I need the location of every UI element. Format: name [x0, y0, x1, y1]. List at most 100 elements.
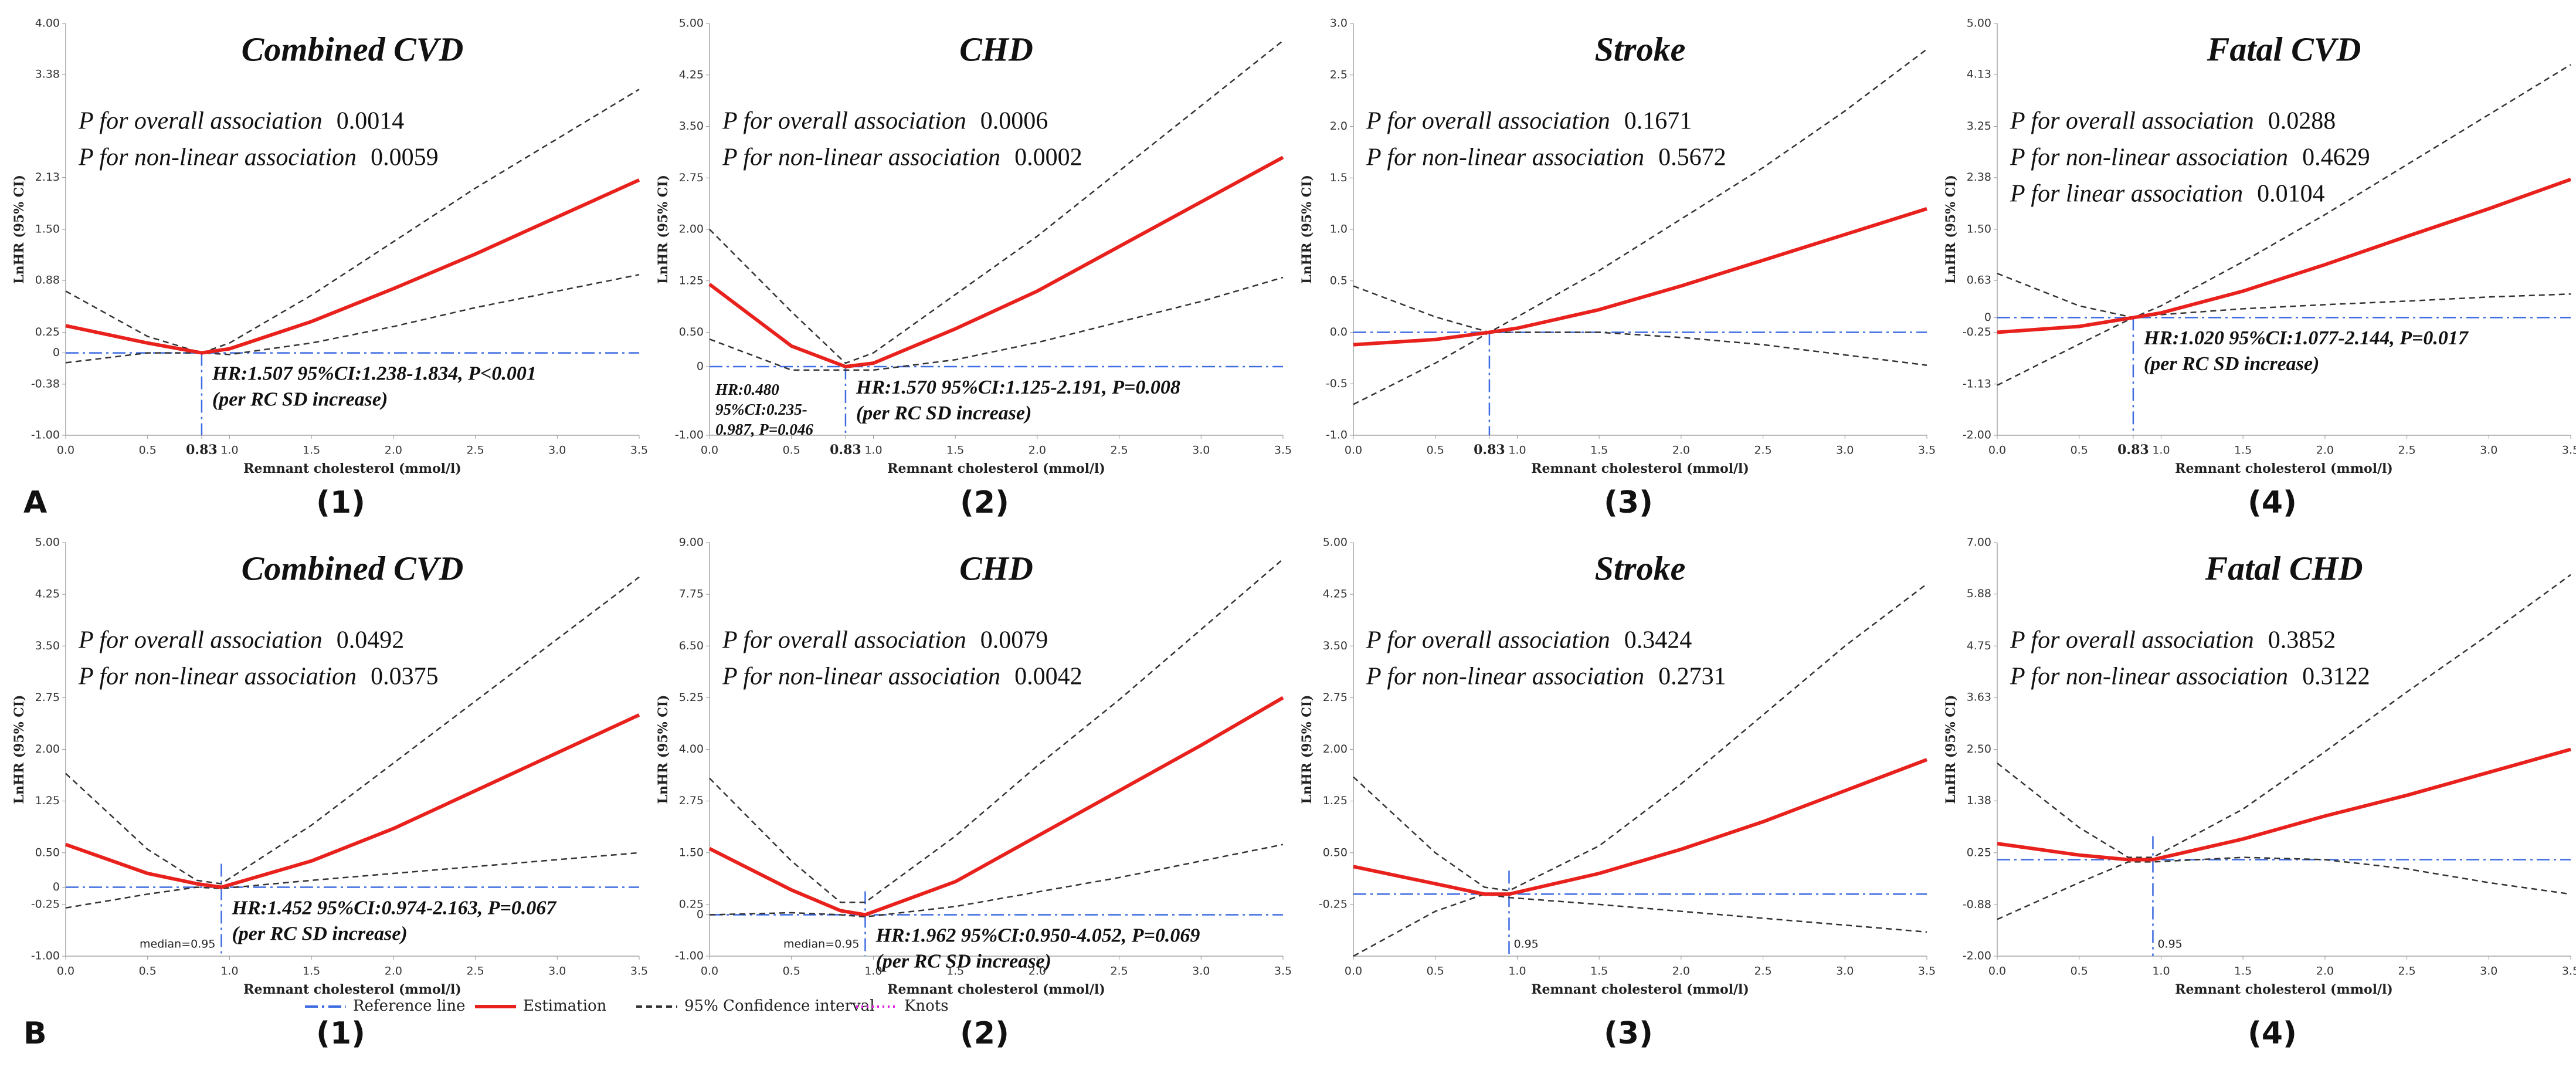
panel-label: (1): [316, 1016, 365, 1051]
y-tick-label: 0.25: [35, 326, 60, 338]
x-tick-label: 3.0: [2480, 965, 2497, 978]
y-tick-label: 0: [53, 880, 60, 893]
x-tick-label: 3.0: [2480, 444, 2497, 457]
y-tick-label: 4.25: [35, 588, 60, 601]
y-tick-label: 4.75: [1967, 639, 1991, 652]
x-tick-label: 0.5: [783, 444, 800, 457]
x-tick-label: 1.5: [946, 444, 964, 457]
stat-value: 0.4629: [2302, 144, 2370, 171]
estimation-line: [1997, 177, 2572, 334]
estimation-line: [65, 178, 640, 355]
stat-label: P for overall association: [2010, 627, 2254, 654]
x-tick-label: 0.5: [1427, 444, 1444, 457]
y-tick-label: 5.00: [1323, 536, 1348, 549]
y-tick-label: 3.50: [679, 120, 704, 133]
stat-label: P for overall association: [78, 108, 323, 135]
x-tick-label: 1.0: [220, 444, 238, 457]
stat-value: 0.0059: [371, 144, 439, 171]
x-tick-label: 3.5: [1918, 444, 1936, 457]
x-tick-label: 1.5: [1590, 965, 1608, 978]
y-tick-label: 1.50: [1967, 223, 1991, 236]
y-tick-label: 5.00: [35, 536, 60, 549]
stat-value: 0.1671: [1624, 108, 1692, 135]
hr-annotation: 95%CI:0.235-: [715, 401, 807, 418]
y-tick-label: 2.75: [1323, 691, 1348, 704]
y-tick-label: 4.13: [1967, 68, 1991, 81]
x-tick-label: 0.0: [57, 965, 74, 978]
estimation-line: [708, 696, 1284, 917]
ci-line: [1353, 285, 1927, 366]
x-axis-label: Remnant cholesterol (mmol/l): [887, 982, 1105, 997]
ci-line: [1353, 48, 1927, 405]
y-tick-label: 0.25: [1967, 846, 1991, 859]
x-tick-label: 2.5: [466, 444, 484, 457]
hr-annotation: (per RC SD increase): [212, 388, 388, 410]
x-axis-label: Remnant cholesterol (mmol/l): [887, 461, 1105, 476]
y-tick-label: 2.5: [1330, 68, 1348, 81]
y-tick-label: 0.63: [1967, 274, 1991, 287]
estimation-line: [1353, 758, 1928, 896]
y-tick-label: 2.75: [679, 171, 704, 184]
ci-line: [65, 89, 640, 354]
x-tick-label: 2.0: [385, 444, 402, 457]
y-tick-label: 4.25: [679, 68, 704, 81]
x-tick-label: 2.5: [2398, 444, 2415, 457]
hr-annotation: (per RC SD increase): [875, 950, 1051, 972]
y-tick-label: -2.00: [1963, 429, 1991, 442]
y-tick-label: 1.25: [679, 274, 704, 287]
stat-label: P for non-linear association: [2010, 144, 2288, 171]
ci-line: [65, 273, 640, 364]
hr-annotation: HR:1.570 95%CI:1.125-2.191, P=0.008: [856, 377, 1180, 398]
y-tick-label: 0: [53, 346, 60, 359]
y-tick-label: -0.25: [1319, 897, 1348, 910]
x-tick-label: 0.83: [830, 442, 861, 458]
stat-value: 0.0079: [980, 627, 1048, 654]
x-tick-label: 3.5: [1274, 965, 1292, 978]
knot-label: median=0.95: [783, 938, 859, 951]
ci-line: [709, 844, 1284, 918]
x-tick-label: 0.5: [2071, 444, 2088, 457]
y-tick-label: -1.13: [1963, 377, 1991, 390]
stat-label: P for overall association: [2010, 108, 2254, 135]
y-tick-label: 0.50: [35, 846, 60, 859]
x-tick-label: 2.0: [385, 965, 402, 978]
knot-label: 0.95: [2157, 938, 2182, 951]
chart-title: Stroke: [1595, 30, 1686, 68]
stat-value: 0.0104: [2257, 181, 2325, 208]
x-tick-label: 0.0: [1988, 965, 2006, 978]
panel-label: (1): [316, 485, 365, 520]
ci-line: [65, 576, 640, 885]
x-tick-label: 2.0: [1672, 444, 1690, 457]
x-tick-label: 3.0: [1192, 965, 1210, 978]
x-tick-label: 1.0: [220, 965, 238, 978]
x-tick-label: 1.0: [864, 965, 882, 978]
y-tick-label: 5.00: [1967, 17, 1991, 30]
ci-line: [709, 276, 1284, 371]
y-tick-label: 6.50: [679, 639, 704, 652]
x-tick-label: 2.5: [1110, 444, 1128, 457]
x-tick-label: 0.0: [57, 444, 74, 457]
y-tick-label: 2.00: [1323, 743, 1348, 756]
y-tick-label: 3.38: [35, 68, 60, 81]
row-label: A: [23, 485, 47, 520]
y-tick-label: 2.13: [35, 171, 60, 184]
x-tick-label: 2.0: [1672, 965, 1690, 978]
panel-label: (4): [2248, 1016, 2297, 1051]
y-tick-label: -0.25: [31, 897, 60, 910]
stat-value: 0.0288: [2268, 108, 2336, 135]
panel-label: (3): [1604, 485, 1653, 520]
x-axis-label: Remnant cholesterol (mmol/l): [1531, 982, 1749, 997]
y-tick-label: 1.25: [1323, 794, 1348, 807]
x-tick-label: 2.5: [2398, 965, 2415, 978]
x-tick-label: 3.5: [2562, 965, 2576, 978]
x-tick-label: 1.0: [1508, 965, 1526, 978]
x-tick-label: 1.5: [2234, 965, 2252, 978]
y-tick-label: 2.38: [1967, 171, 1991, 184]
stat-label: P for non-linear association: [78, 663, 357, 690]
y-tick-label: -2.00: [1963, 950, 1991, 963]
stat-label: P for overall association: [722, 627, 966, 654]
stat-value: 0.2731: [1658, 663, 1726, 690]
stat-label: P for non-linear association: [1366, 144, 1644, 171]
y-tick-label: 2.00: [679, 223, 704, 236]
